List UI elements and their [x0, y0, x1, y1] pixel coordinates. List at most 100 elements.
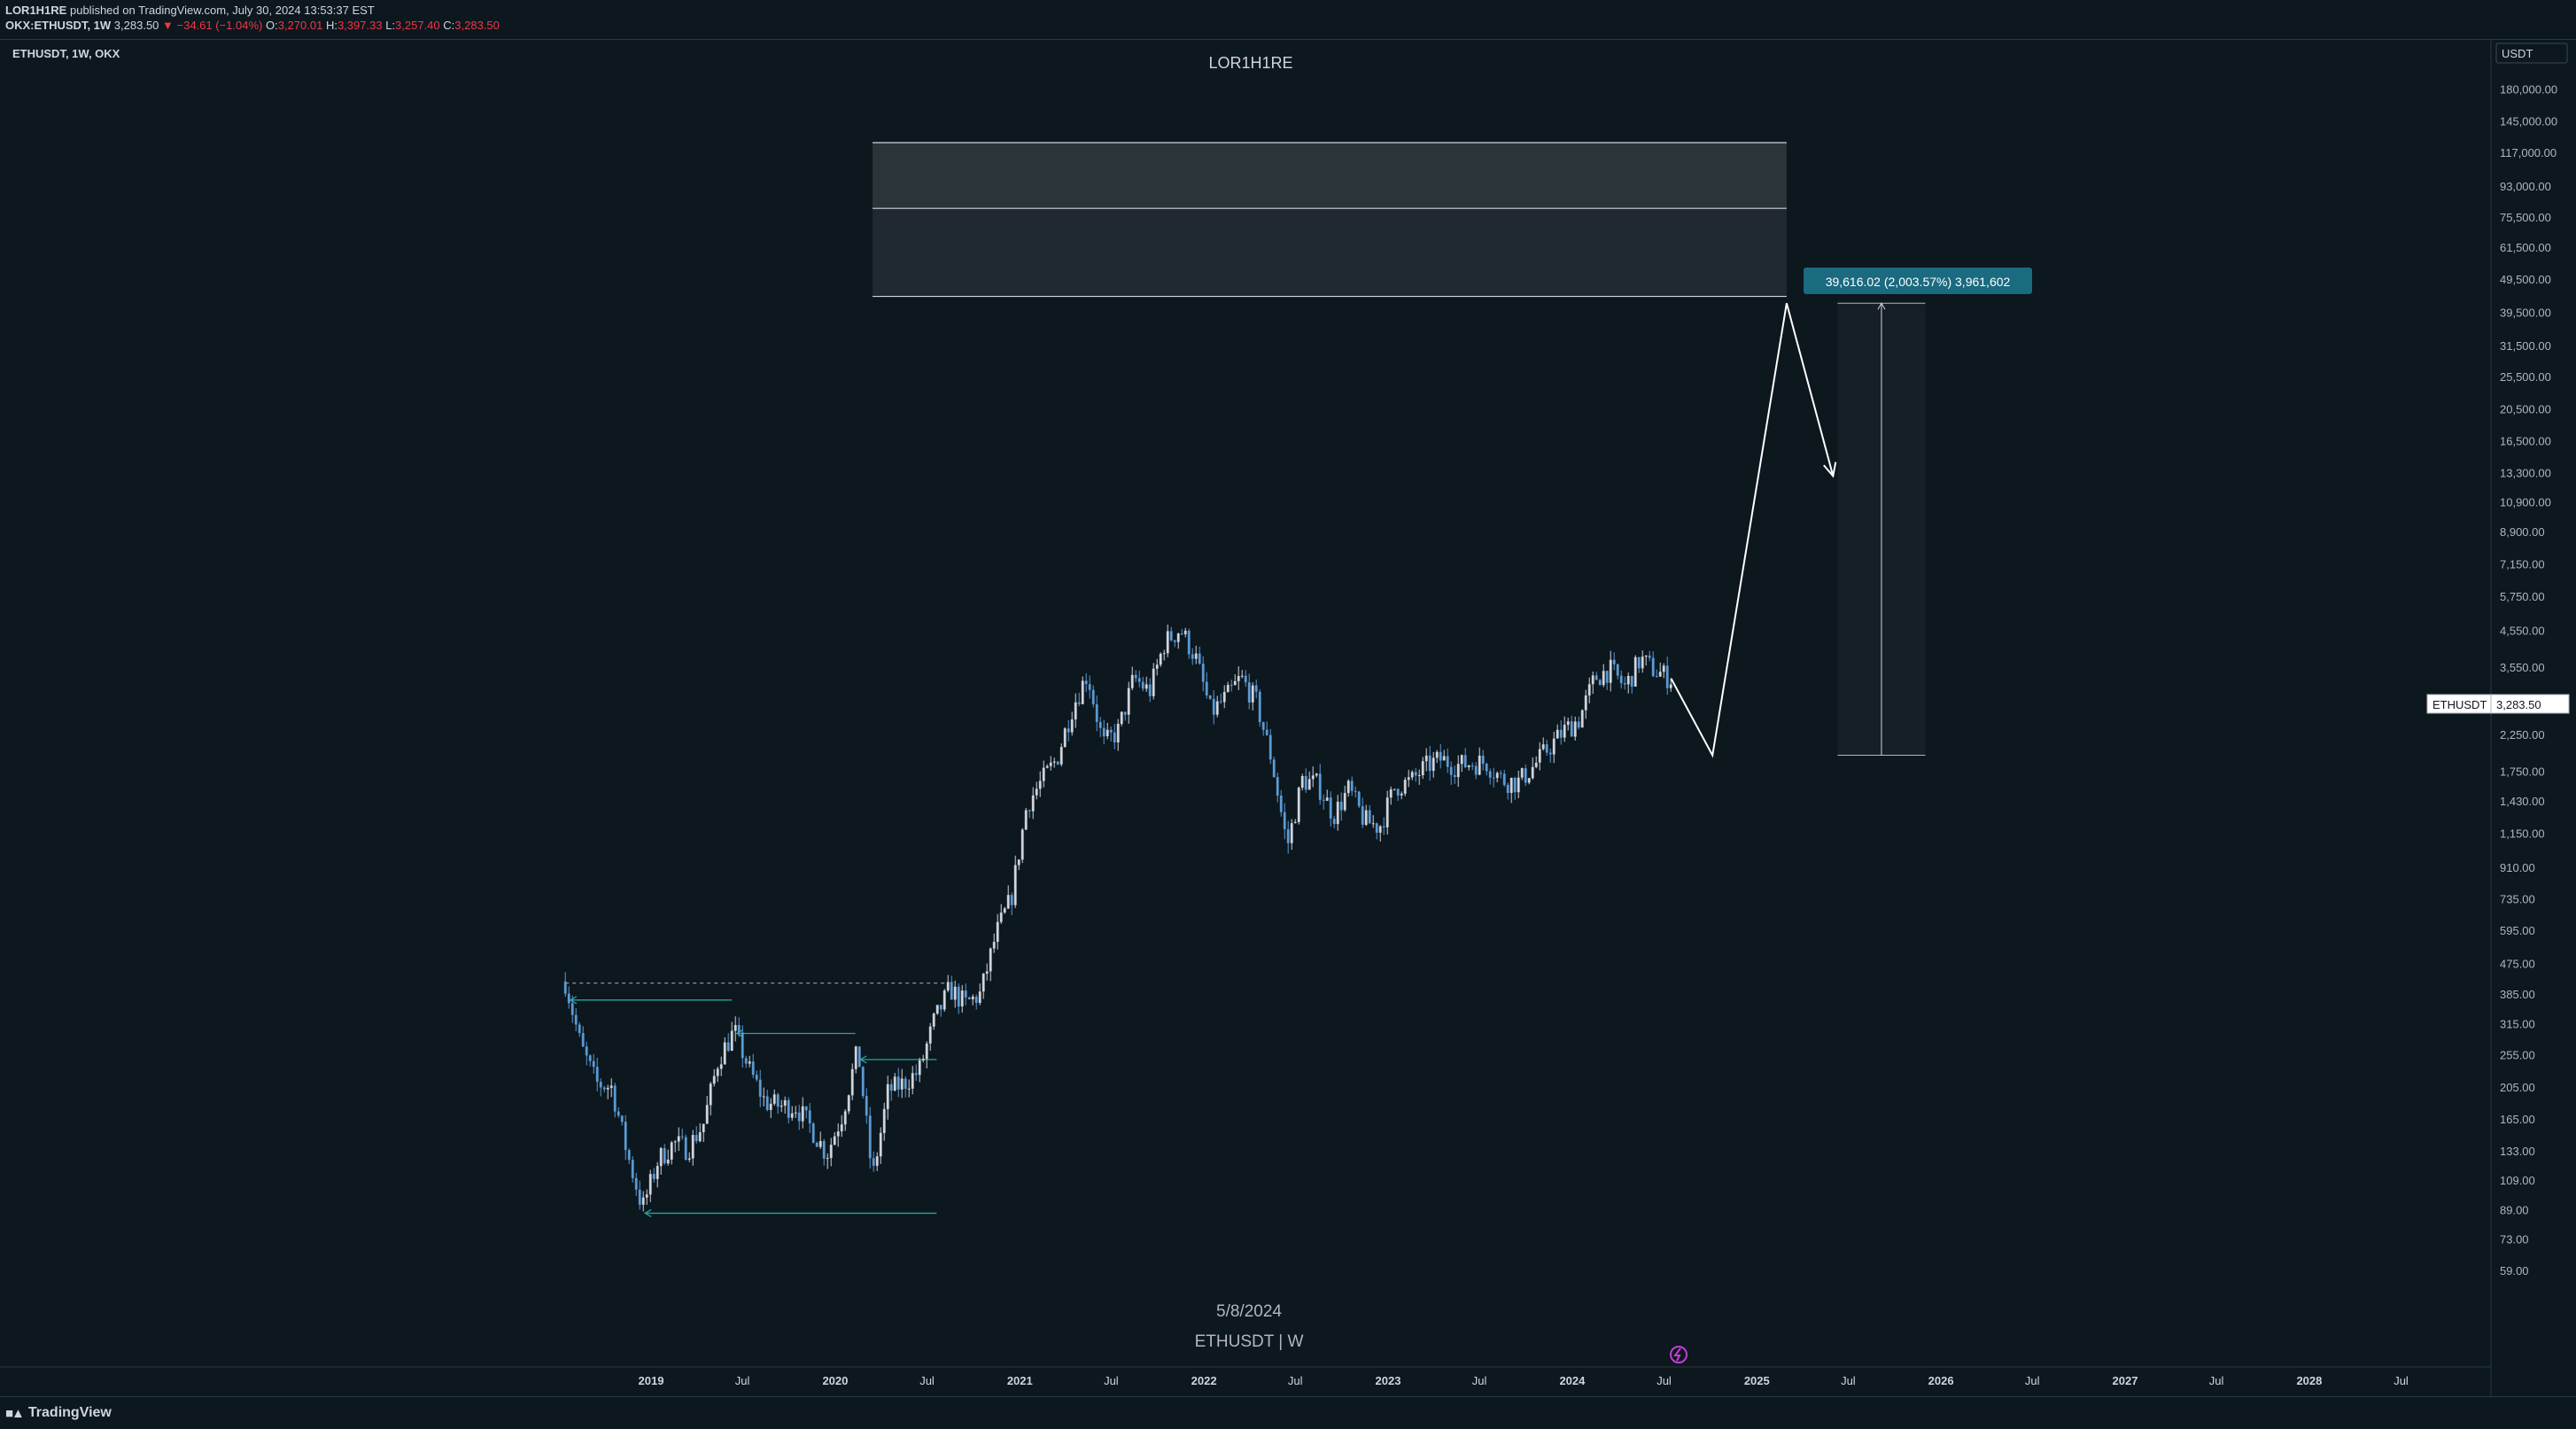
candle-body [1183, 630, 1187, 634]
candle-body [808, 1110, 811, 1124]
candle-body [1102, 727, 1106, 737]
time-tick-label: Jul [2025, 1374, 2040, 1387]
arrow-line-head [569, 996, 578, 1005]
candle-body [1045, 765, 1049, 768]
candle-body [1074, 702, 1077, 720]
candle-body [939, 1005, 943, 1010]
candle-body [1222, 692, 1226, 703]
candle-body [1283, 812, 1286, 829]
candle-body [804, 1106, 808, 1111]
candle-body [1159, 654, 1162, 665]
price-tick-label: 910.00 [2500, 861, 2535, 874]
candle-body [1612, 659, 1616, 664]
arrow-line-head [735, 1029, 744, 1038]
candle-body [1028, 810, 1031, 812]
candle-body [1123, 711, 1127, 715]
candle-body [921, 1059, 925, 1060]
projection-arrowhead [1823, 462, 1837, 478]
candle-body [776, 1094, 780, 1107]
candle-body [1648, 655, 1651, 658]
candle-body [1261, 722, 1265, 730]
target-zone[interactable] [872, 142, 1787, 298]
candle-body [1120, 711, 1123, 725]
candle-body [978, 991, 982, 1003]
time-tick-label: Jul [1104, 1374, 1119, 1387]
price-tick-label: 205.00 [2500, 1081, 2535, 1094]
candle-body [627, 1150, 631, 1161]
candle-body [1251, 685, 1254, 703]
candle-body [1155, 664, 1159, 669]
candle-body [801, 1106, 804, 1122]
projection-path[interactable] [1670, 303, 1837, 758]
candle-body [1456, 764, 1460, 778]
price-tick-label: 8,900.00 [2500, 525, 2545, 539]
candle-body [645, 1194, 648, 1198]
candle-body [1003, 908, 1006, 913]
candle-body [585, 1046, 588, 1056]
price-chart[interactable]: LOR1H1RE ETHUSDT, 1W, OKX 5/8/2024 ETHUS… [0, 39, 2576, 1396]
candle-body [826, 1158, 829, 1160]
candle-body [1432, 757, 1435, 772]
candle-body [829, 1145, 833, 1159]
candle-body [719, 1064, 723, 1069]
price-tick-label: 595.00 [2500, 924, 2535, 937]
tradingview-logo[interactable]: ■▲ TradingView [5, 1405, 112, 1421]
candle-body [1481, 756, 1485, 765]
high-value: 3,397.33 [337, 19, 383, 32]
candle-body [1350, 781, 1354, 791]
candle-body [875, 1156, 879, 1166]
candle-body [1580, 710, 1584, 728]
time-axis[interactable]: 2019 Jul 2020 Jul 2021 Jul 2022 Jul 2023 Jul 2024 J… [0, 1366, 2491, 1387]
candle-body [1556, 729, 1559, 739]
candle-body [1665, 665, 1669, 688]
candle-body [1587, 684, 1591, 695]
candle-body [648, 1174, 652, 1195]
price-tick-label: 165.00 [2500, 1113, 2535, 1126]
candle-body [694, 1135, 698, 1142]
time-tick-label: Jul [1288, 1374, 1303, 1387]
candle-body [918, 1060, 921, 1076]
candle-body [570, 1003, 574, 1015]
candle-body [1191, 654, 1194, 659]
candle-body [889, 1083, 893, 1091]
price-tick-label: 117,000.00 [2500, 146, 2557, 159]
tradingview-logo-text: TradingView [27, 1405, 112, 1420]
candle-body [1393, 788, 1396, 790]
candle-body [1113, 732, 1116, 742]
candle-body [1446, 756, 1449, 767]
candle-body [1371, 823, 1375, 825]
candle-body [716, 1068, 719, 1076]
price-axis[interactable]: USDT 180,000.00 145,000.00 117,000.00 93,00… [2426, 39, 2570, 1396]
candle-body [1176, 633, 1180, 642]
alert-icon[interactable] [1670, 1346, 1688, 1363]
candle-body [935, 1005, 939, 1014]
close-value: 3,283.50 [454, 19, 500, 32]
price-tick-label: 4,550.00 [2500, 625, 2545, 638]
candle-body [1187, 630, 1191, 655]
candle-body [971, 996, 974, 999]
candle-body [1300, 776, 1304, 788]
candle-body [744, 1058, 748, 1064]
price-tick-label: 7,150.00 [2500, 558, 2545, 571]
price-tick-label: 20,500.00 [2500, 403, 2551, 416]
currency-label: USDT [2502, 47, 2533, 60]
candle-body [1020, 829, 1024, 860]
candle-body [772, 1094, 776, 1104]
level-lines[interactable] [565, 982, 948, 1218]
candle-body [1594, 675, 1598, 680]
candle-body [960, 990, 964, 1006]
candle-body [606, 1087, 609, 1090]
candle-body [1049, 762, 1052, 766]
measure-tool[interactable] [1837, 302, 1926, 757]
candle-body [1127, 687, 1130, 715]
candle-body [1499, 773, 1502, 774]
price-change: ▼ −34.61 (−1.04%) [162, 19, 263, 32]
candle-body [1566, 721, 1570, 726]
candle-body [1244, 675, 1247, 683]
pane-label: ETHUSDT, 1W, OKX [12, 47, 120, 60]
publisher-name: LOR1H1RE [5, 4, 67, 17]
candle-body [780, 1106, 783, 1107]
candle-body [1130, 674, 1134, 688]
candle-body [1517, 777, 1520, 793]
candle-body [925, 1043, 928, 1060]
